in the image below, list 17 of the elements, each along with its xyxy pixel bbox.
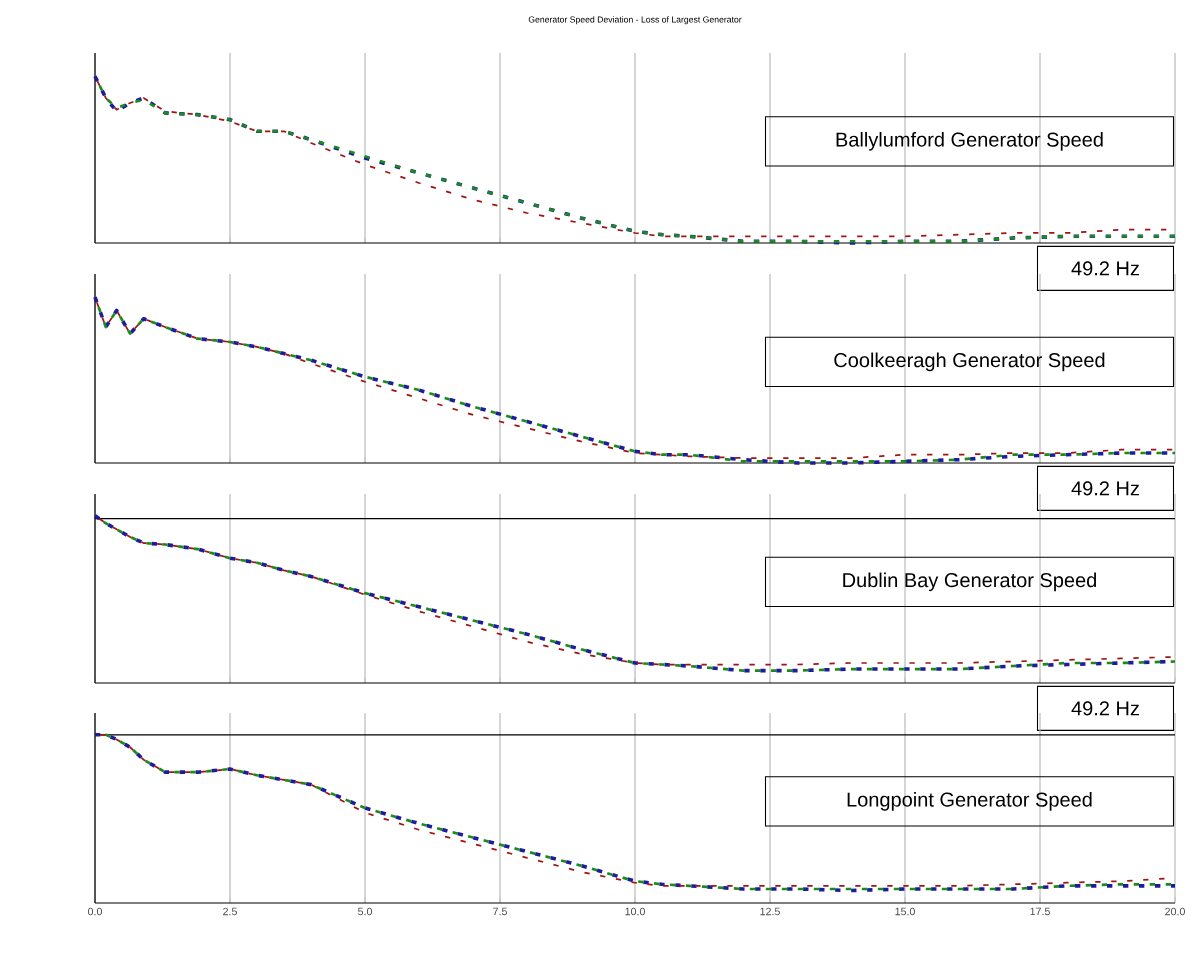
x-tick-label: 5.0 <box>358 907 373 916</box>
text: 49.2 Hz <box>1071 481 1139 496</box>
x-tick-label: 7.5 <box>493 907 507 916</box>
annotation: Ballylumford Generator Speed <box>836 132 1103 151</box>
x-tick-label: 12.5 <box>760 907 780 916</box>
annotation: Longpoint Generator Speed <box>847 792 1092 811</box>
x-tick-label: 17.5 <box>1030 907 1050 916</box>
annotation: Dublin Bay Generator Speed <box>843 572 1097 592</box>
x-tick-label: 15.0 <box>895 907 915 916</box>
chart-title: Generator Speed Deviation - Loss of Largest Generator <box>528 16 742 25</box>
annotation: Coolkeeragh Generator Speed <box>834 352 1105 372</box>
x-tick-label: 20.0 <box>1165 907 1185 916</box>
text: 49.2 Hz <box>1071 261 1139 276</box>
text: 49.2 Hz <box>1071 701 1139 716</box>
x-tick-label: 10.0 <box>625 907 645 916</box>
x-tick-label: 0.0 <box>88 907 103 916</box>
x-tick-label: 2.5 <box>223 907 237 916</box>
